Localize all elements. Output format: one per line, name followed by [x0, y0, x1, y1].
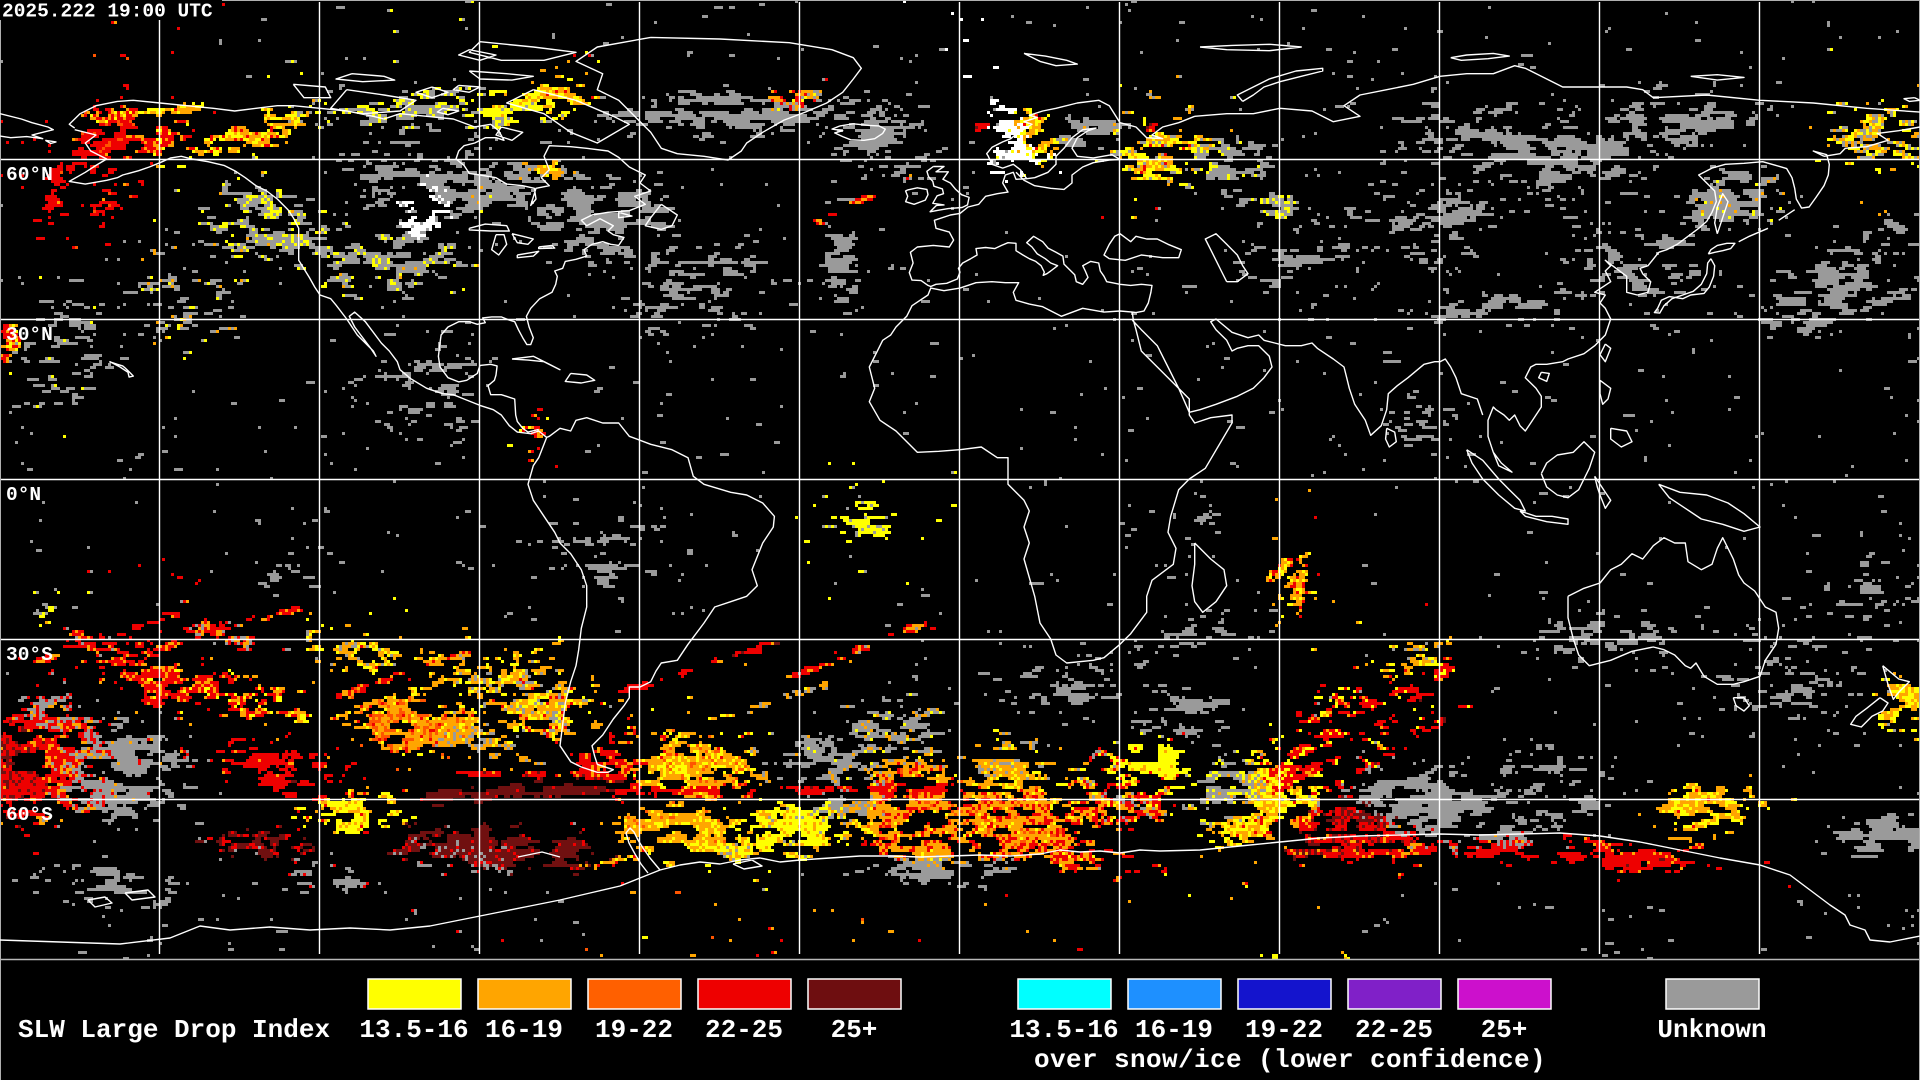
svg-text:16-19: 16-19 [485, 1015, 563, 1045]
svg-text:SLW Large Drop Index: SLW Large Drop Index [18, 1015, 330, 1045]
svg-text:16-19: 16-19 [1135, 1015, 1213, 1045]
svg-text:19-22: 19-22 [595, 1015, 673, 1045]
svg-text:13.5-16: 13.5-16 [1009, 1015, 1118, 1045]
svg-text:30°S: 30°S [6, 644, 53, 666]
svg-text:60°S: 60°S [6, 804, 53, 826]
svg-text:19-22: 19-22 [1245, 1015, 1323, 1045]
svg-text:2025.222 19:00 UTC: 2025.222 19:00 UTC [2, 1, 213, 23]
svg-text:Unknown: Unknown [1657, 1015, 1766, 1045]
svg-text:60°N: 60°N [6, 164, 53, 186]
svg-text:over snow/ice (lower confidenc: over snow/ice (lower confidence) [1034, 1045, 1546, 1075]
svg-text:0°N: 0°N [6, 484, 41, 506]
svg-text:30°N: 30°N [6, 324, 53, 346]
svg-text:22-25: 22-25 [1355, 1015, 1433, 1045]
svg-text:25+: 25+ [1481, 1015, 1528, 1045]
svg-text:22-25: 22-25 [705, 1015, 783, 1045]
svg-text:25+: 25+ [831, 1015, 878, 1045]
svg-text:13.5-16: 13.5-16 [359, 1015, 468, 1045]
